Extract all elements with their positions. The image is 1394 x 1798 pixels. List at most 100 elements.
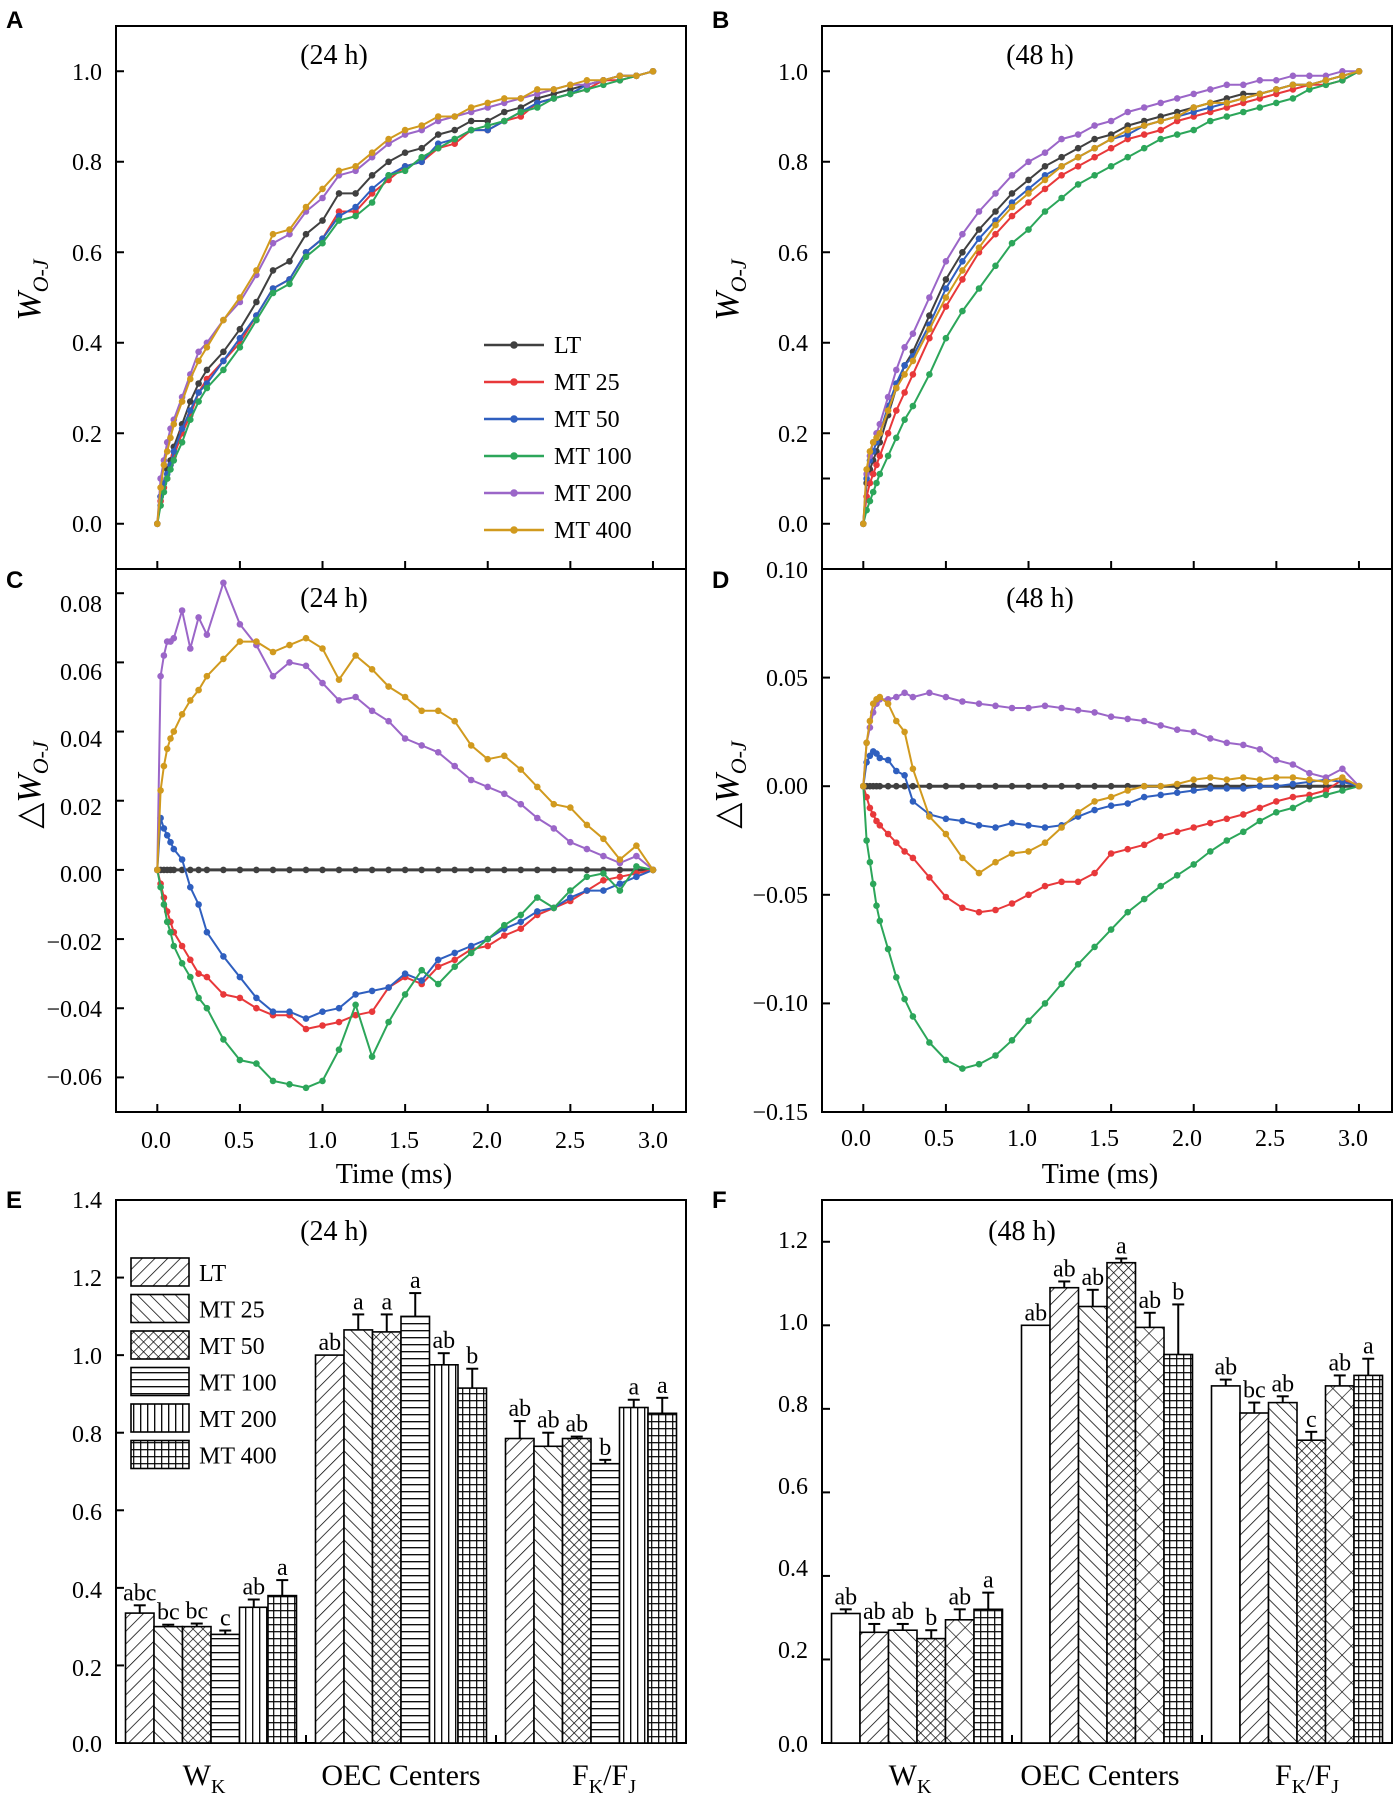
point-lt xyxy=(170,866,178,874)
point-mt-25 xyxy=(893,407,900,414)
bar-wk-mt-400 xyxy=(973,1608,1004,1744)
ytick: 0.8 xyxy=(778,150,808,176)
point-lt xyxy=(1025,782,1032,790)
point-mt-100 xyxy=(352,1001,359,1009)
panel-e-yticks: 1.4 1.2 1.0 0.8 0.6 0.4 0.2 0.0 xyxy=(72,1188,102,1758)
point-mt-25 xyxy=(1157,832,1164,840)
panel-c-xticks: 0.0 0.5 1.0 1.5 2.0 2.5 3.0 xyxy=(141,1128,668,1154)
point-mt-50 xyxy=(418,977,426,984)
legend-item-mt-50: MT 50 xyxy=(130,1330,265,1360)
xtick: 0.5 xyxy=(924,1126,954,1152)
point-lt xyxy=(220,866,227,874)
point-mt-200 xyxy=(1240,741,1247,749)
point-mt-100 xyxy=(1124,153,1131,161)
point-lt xyxy=(975,782,983,790)
point-mt-400 xyxy=(236,638,244,645)
point-lt xyxy=(385,866,392,874)
point-mt-100 xyxy=(1074,181,1082,188)
point-mt-200 xyxy=(633,852,640,860)
point-mt-50 xyxy=(195,389,202,396)
significance-label: ab xyxy=(1138,1288,1161,1314)
point-mt-25 xyxy=(203,973,211,981)
point-mt-400 xyxy=(1322,77,1330,84)
panel-b-ticks xyxy=(822,70,1360,569)
point-mt-100 xyxy=(1190,861,1197,868)
legend-label: MT 50 xyxy=(199,1334,265,1360)
point-lt xyxy=(1041,782,1049,790)
point-mt-50 xyxy=(975,822,983,829)
ytick: 0.8 xyxy=(778,1392,808,1418)
ytick: 0.0 xyxy=(778,1732,808,1758)
panel-a-legend: LT MT 25 MT 50 MT 100 MT 200 MT 400 xyxy=(484,333,632,544)
point-lt xyxy=(203,366,211,374)
point-mt-400 xyxy=(866,717,874,725)
point-mt-200 xyxy=(992,190,999,197)
point-lt xyxy=(1058,782,1065,790)
panel-b-chart: 1.0 0.8 0.6 0.4 0.2 0.0 0.10 xyxy=(766,25,1393,584)
significance-label: b xyxy=(466,1344,478,1370)
category-fkfj: FK/FJ xyxy=(572,1759,636,1798)
point-lt xyxy=(302,230,310,238)
point-mt-400 xyxy=(901,371,908,378)
point-lt xyxy=(1091,782,1098,790)
xtick: 0.0 xyxy=(841,1126,871,1152)
point-mt-50 xyxy=(633,873,640,881)
point-lt xyxy=(942,782,950,790)
point-mt-200 xyxy=(368,707,376,715)
point-mt-400 xyxy=(302,203,310,211)
point-mt-100 xyxy=(1289,95,1297,102)
point-mt-200 xyxy=(1058,135,1065,143)
point-mt-200 xyxy=(959,698,966,705)
point-mt-400 xyxy=(616,72,624,80)
point-lt xyxy=(1058,153,1065,161)
legend-label: MT 100 xyxy=(554,444,632,470)
point-lt xyxy=(467,117,475,125)
point-mt-400 xyxy=(1223,99,1231,107)
panel-a-series xyxy=(154,68,657,528)
panel-b-frame xyxy=(821,25,1393,570)
point-lt xyxy=(286,866,293,874)
point-mt-400 xyxy=(220,655,227,663)
point-mt-100 xyxy=(876,470,884,478)
point-mt-200 xyxy=(401,735,409,742)
panel-d-xticks: 0.0 0.5 1.0 1.5 2.0 2.5 3.0 xyxy=(841,1126,1368,1152)
point-mt-400 xyxy=(484,99,492,107)
point-mt-200 xyxy=(901,689,908,697)
point-mt-100 xyxy=(1190,126,1197,134)
ytick: 1.0 xyxy=(72,60,102,86)
point-mt-100 xyxy=(893,434,900,442)
point-mt-25 xyxy=(600,877,607,884)
point-mt-400 xyxy=(583,77,591,84)
point-mt-50 xyxy=(302,1015,310,1022)
significance-label: b xyxy=(925,1605,937,1631)
point-mt-400 xyxy=(178,711,186,718)
point-mt-50 xyxy=(1289,780,1297,788)
legend-label: MT 100 xyxy=(199,1371,277,1397)
point-mt-400 xyxy=(1124,787,1131,794)
point-mt-100 xyxy=(220,366,227,374)
point-mt-50 xyxy=(335,1004,343,1012)
point-mt-100 xyxy=(1306,795,1313,803)
point-mt-100 xyxy=(368,1053,376,1060)
point-mt-50 xyxy=(236,973,244,981)
point-mt-100 xyxy=(583,86,591,93)
point-mt-400 xyxy=(1058,163,1065,170)
point-mt-25 xyxy=(942,893,950,901)
point-mt-400 xyxy=(863,466,870,473)
point-mt-400 xyxy=(167,434,174,442)
panel-e-legend: LT MT 25 MT 50 MT 100 MT 200 MT 400 xyxy=(130,1257,277,1470)
point-mt-400 xyxy=(253,267,260,274)
point-mt-100 xyxy=(901,995,908,1003)
point-mt-25 xyxy=(1173,828,1181,836)
point-lt xyxy=(401,866,409,874)
point-mt-100 xyxy=(335,1046,343,1053)
point-mt-200 xyxy=(1190,90,1197,98)
point-mt-25 xyxy=(187,956,194,964)
panel-a-ylabel: WO-J xyxy=(11,258,53,321)
point-mt-100 xyxy=(1058,980,1065,988)
significance-label: ab xyxy=(318,1330,341,1356)
point-mt-400 xyxy=(860,520,867,528)
point-mt-400 xyxy=(550,800,558,808)
point-mt-400 xyxy=(451,113,459,120)
point-mt-400 xyxy=(893,717,900,725)
